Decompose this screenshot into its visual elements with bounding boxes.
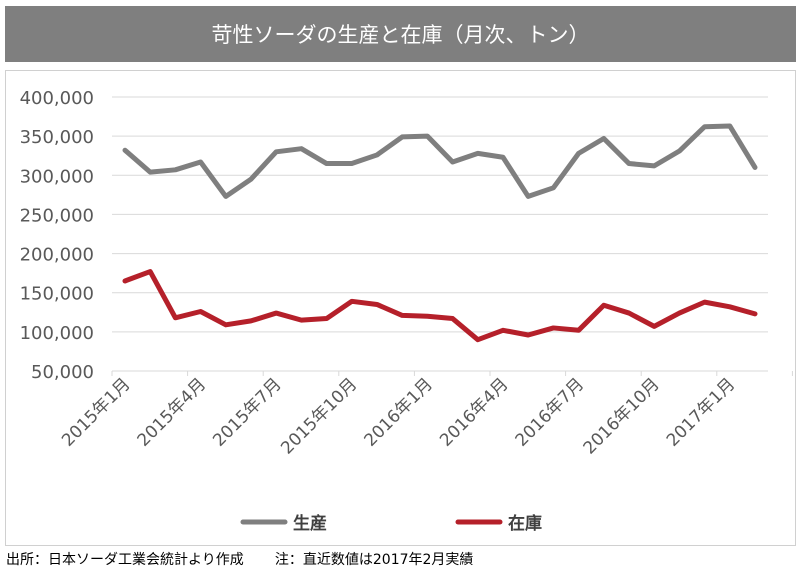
x-tick-label: 2016年4月	[436, 374, 512, 450]
x-tick-label: 2015年1月	[58, 374, 134, 450]
series-line-生産	[122, 123, 758, 199]
chart-title: 苛性ソーダの生産と在庫（月次、トン）	[5, 6, 796, 62]
x-tick-label: 2015年10月	[277, 374, 361, 458]
y-tick-label: 300,000	[20, 166, 94, 187]
source-note: 出所：日本ソーダ工業会統計より作成	[6, 552, 244, 568]
y-tick-label: 100,000	[20, 323, 94, 344]
x-tick-label: 2016年10月	[580, 374, 664, 458]
y-tick-label: 50,000	[31, 362, 94, 383]
x-tick-label: 2017年1月	[663, 374, 739, 450]
legend-label: 在庫	[508, 513, 542, 534]
series-line-在庫	[122, 269, 758, 343]
y-tick-label: 150,000	[20, 284, 94, 305]
data-note: 注：直近数値は2017年2月実績	[274, 552, 474, 568]
y-tick-label: 250,000	[20, 205, 94, 226]
x-tick-label: 2016年7月	[512, 374, 588, 450]
y-tick-label: 350,000	[20, 127, 94, 148]
chart-area	[5, 70, 796, 546]
x-tick-label: 2015年4月	[134, 374, 210, 450]
y-tick-label: 400,000	[20, 88, 94, 109]
legend-label: 生産	[293, 513, 327, 534]
x-tick-label: 2015年7月	[209, 374, 285, 450]
y-tick-label: 200,000	[20, 245, 94, 266]
x-tick-label: 2016年1月	[361, 374, 437, 450]
footer: 出所：日本ソーダ工業会統計より作成 注：直近数値は2017年2月実績	[6, 549, 473, 569]
